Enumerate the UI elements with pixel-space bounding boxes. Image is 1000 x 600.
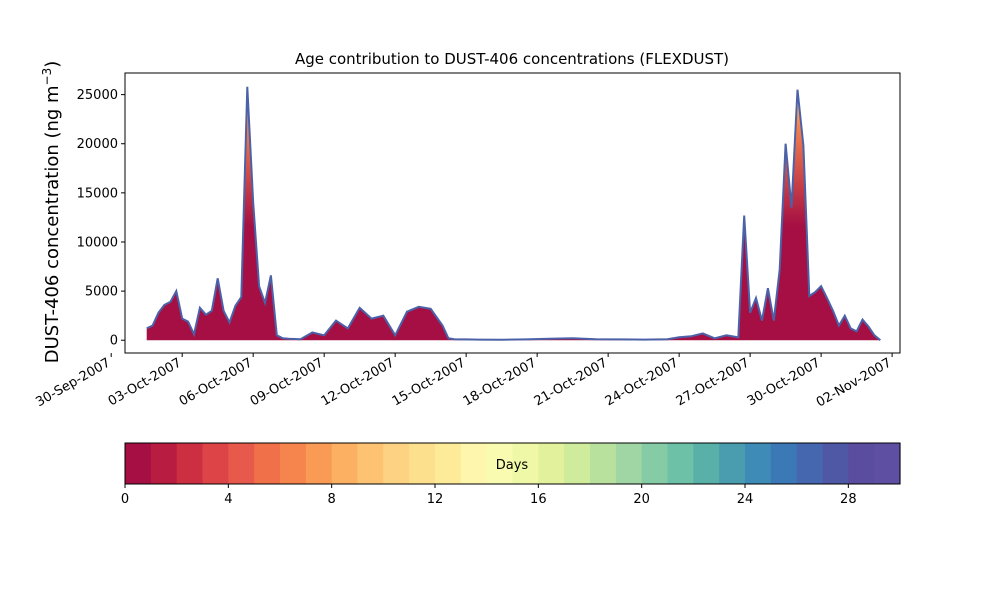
plot-frame (124, 72, 901, 354)
colorbar-frame (124, 442, 901, 485)
colorbar: Days 0 4 8 12 16 20 24 28 (121, 442, 901, 507)
x-tick-label: 18-Oct-2007 (461, 355, 539, 409)
colorbar-tick-label: 12 (427, 492, 444, 507)
colorbar-tick-label: 16 (530, 492, 547, 507)
y-axis-label: DUST-406 concentration (ng m−3) (40, 61, 63, 364)
colorbar-cell (641, 443, 669, 484)
colorbar-tick-label: 8 (328, 492, 336, 507)
colorbar-cell (590, 443, 617, 484)
colorbar-cell (538, 443, 565, 484)
colorbar-cell (202, 443, 229, 484)
x-tick-label: 27-Oct-2007 (674, 355, 752, 409)
y-tick-label: 15000 (77, 186, 118, 201)
colorbar-cell (667, 443, 694, 484)
colorbar-cell (176, 443, 204, 484)
colorbar-cell (254, 443, 281, 484)
colorbar-cell (512, 443, 539, 484)
x-tick-label: 30-Oct-2007 (745, 355, 823, 409)
x-tick-label: 03-Oct-2007 (106, 355, 184, 409)
colorbar-cell (693, 443, 720, 484)
colorbar-cell (719, 443, 746, 484)
colorbar-tick-label: 0 (121, 492, 129, 507)
x-tick-label: 24-Oct-2007 (603, 355, 681, 409)
colorbar-cell (874, 443, 901, 484)
colorbar-cell (435, 443, 462, 484)
colorbar-cell (409, 443, 436, 484)
x-tick-label: 21-Oct-2007 (532, 355, 610, 409)
x-tick-label: 02-Nov-2007 (814, 355, 894, 410)
colorbar-cell (745, 443, 772, 484)
chart-title: Age contribution to DUST-406 concentrati… (295, 50, 729, 68)
colorbar-tick-label: 28 (840, 492, 857, 507)
total-concentration-line (146, 86, 881, 341)
x-tick-label: 12-Oct-2007 (319, 355, 397, 409)
colorbar-cell (822, 443, 849, 484)
x-tick-label: 06-Oct-2007 (177, 355, 255, 409)
colorbar-cell (848, 443, 875, 484)
colorbar-cell (383, 443, 410, 484)
colorbar-cell (228, 443, 255, 484)
colorbar-label: Days (496, 458, 529, 473)
colorbar-cell (796, 443, 824, 484)
colorbar-cell (331, 443, 359, 484)
colorbar-cell (357, 443, 384, 484)
colorbar-tick-label: 4 (224, 492, 232, 507)
colorbar-tick-label: 20 (633, 492, 650, 507)
colorbar-cell (770, 443, 798, 484)
y-tick-label: 10000 (77, 235, 118, 250)
y-tick-label: 5000 (85, 285, 118, 300)
colorbar-cell (460, 443, 488, 484)
colorbar-cell (564, 443, 591, 484)
y-axis: 0 5000 10000 15000 20000 25000 (77, 88, 125, 349)
colorbar-cell (305, 443, 333, 484)
colorbar-cell (615, 443, 643, 484)
colorbar-cell (280, 443, 307, 484)
x-axis: 30-Sep-200703-Oct-200706-Oct-200709-Oct-… (33, 353, 894, 410)
y-tick-label: 20000 (77, 137, 118, 152)
colorbar-tick-label: 24 (737, 492, 754, 507)
y-tick-label: 25000 (77, 88, 118, 103)
colorbar-cell (486, 443, 514, 484)
colorbar-cell (125, 443, 152, 484)
age-contribution-area (146, 86, 881, 341)
plot-area (146, 86, 881, 341)
x-tick-label: 15-Oct-2007 (390, 355, 468, 409)
colorbar-cell (150, 443, 178, 484)
y-tick-label: 0 (110, 334, 118, 349)
x-tick-label: 09-Oct-2007 (248, 355, 326, 409)
